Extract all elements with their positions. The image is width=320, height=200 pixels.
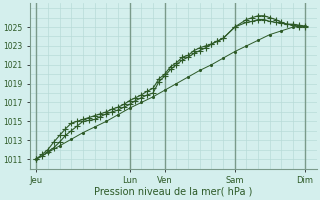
X-axis label: Pression niveau de la mer( hPa ): Pression niveau de la mer( hPa ) (94, 187, 252, 197)
